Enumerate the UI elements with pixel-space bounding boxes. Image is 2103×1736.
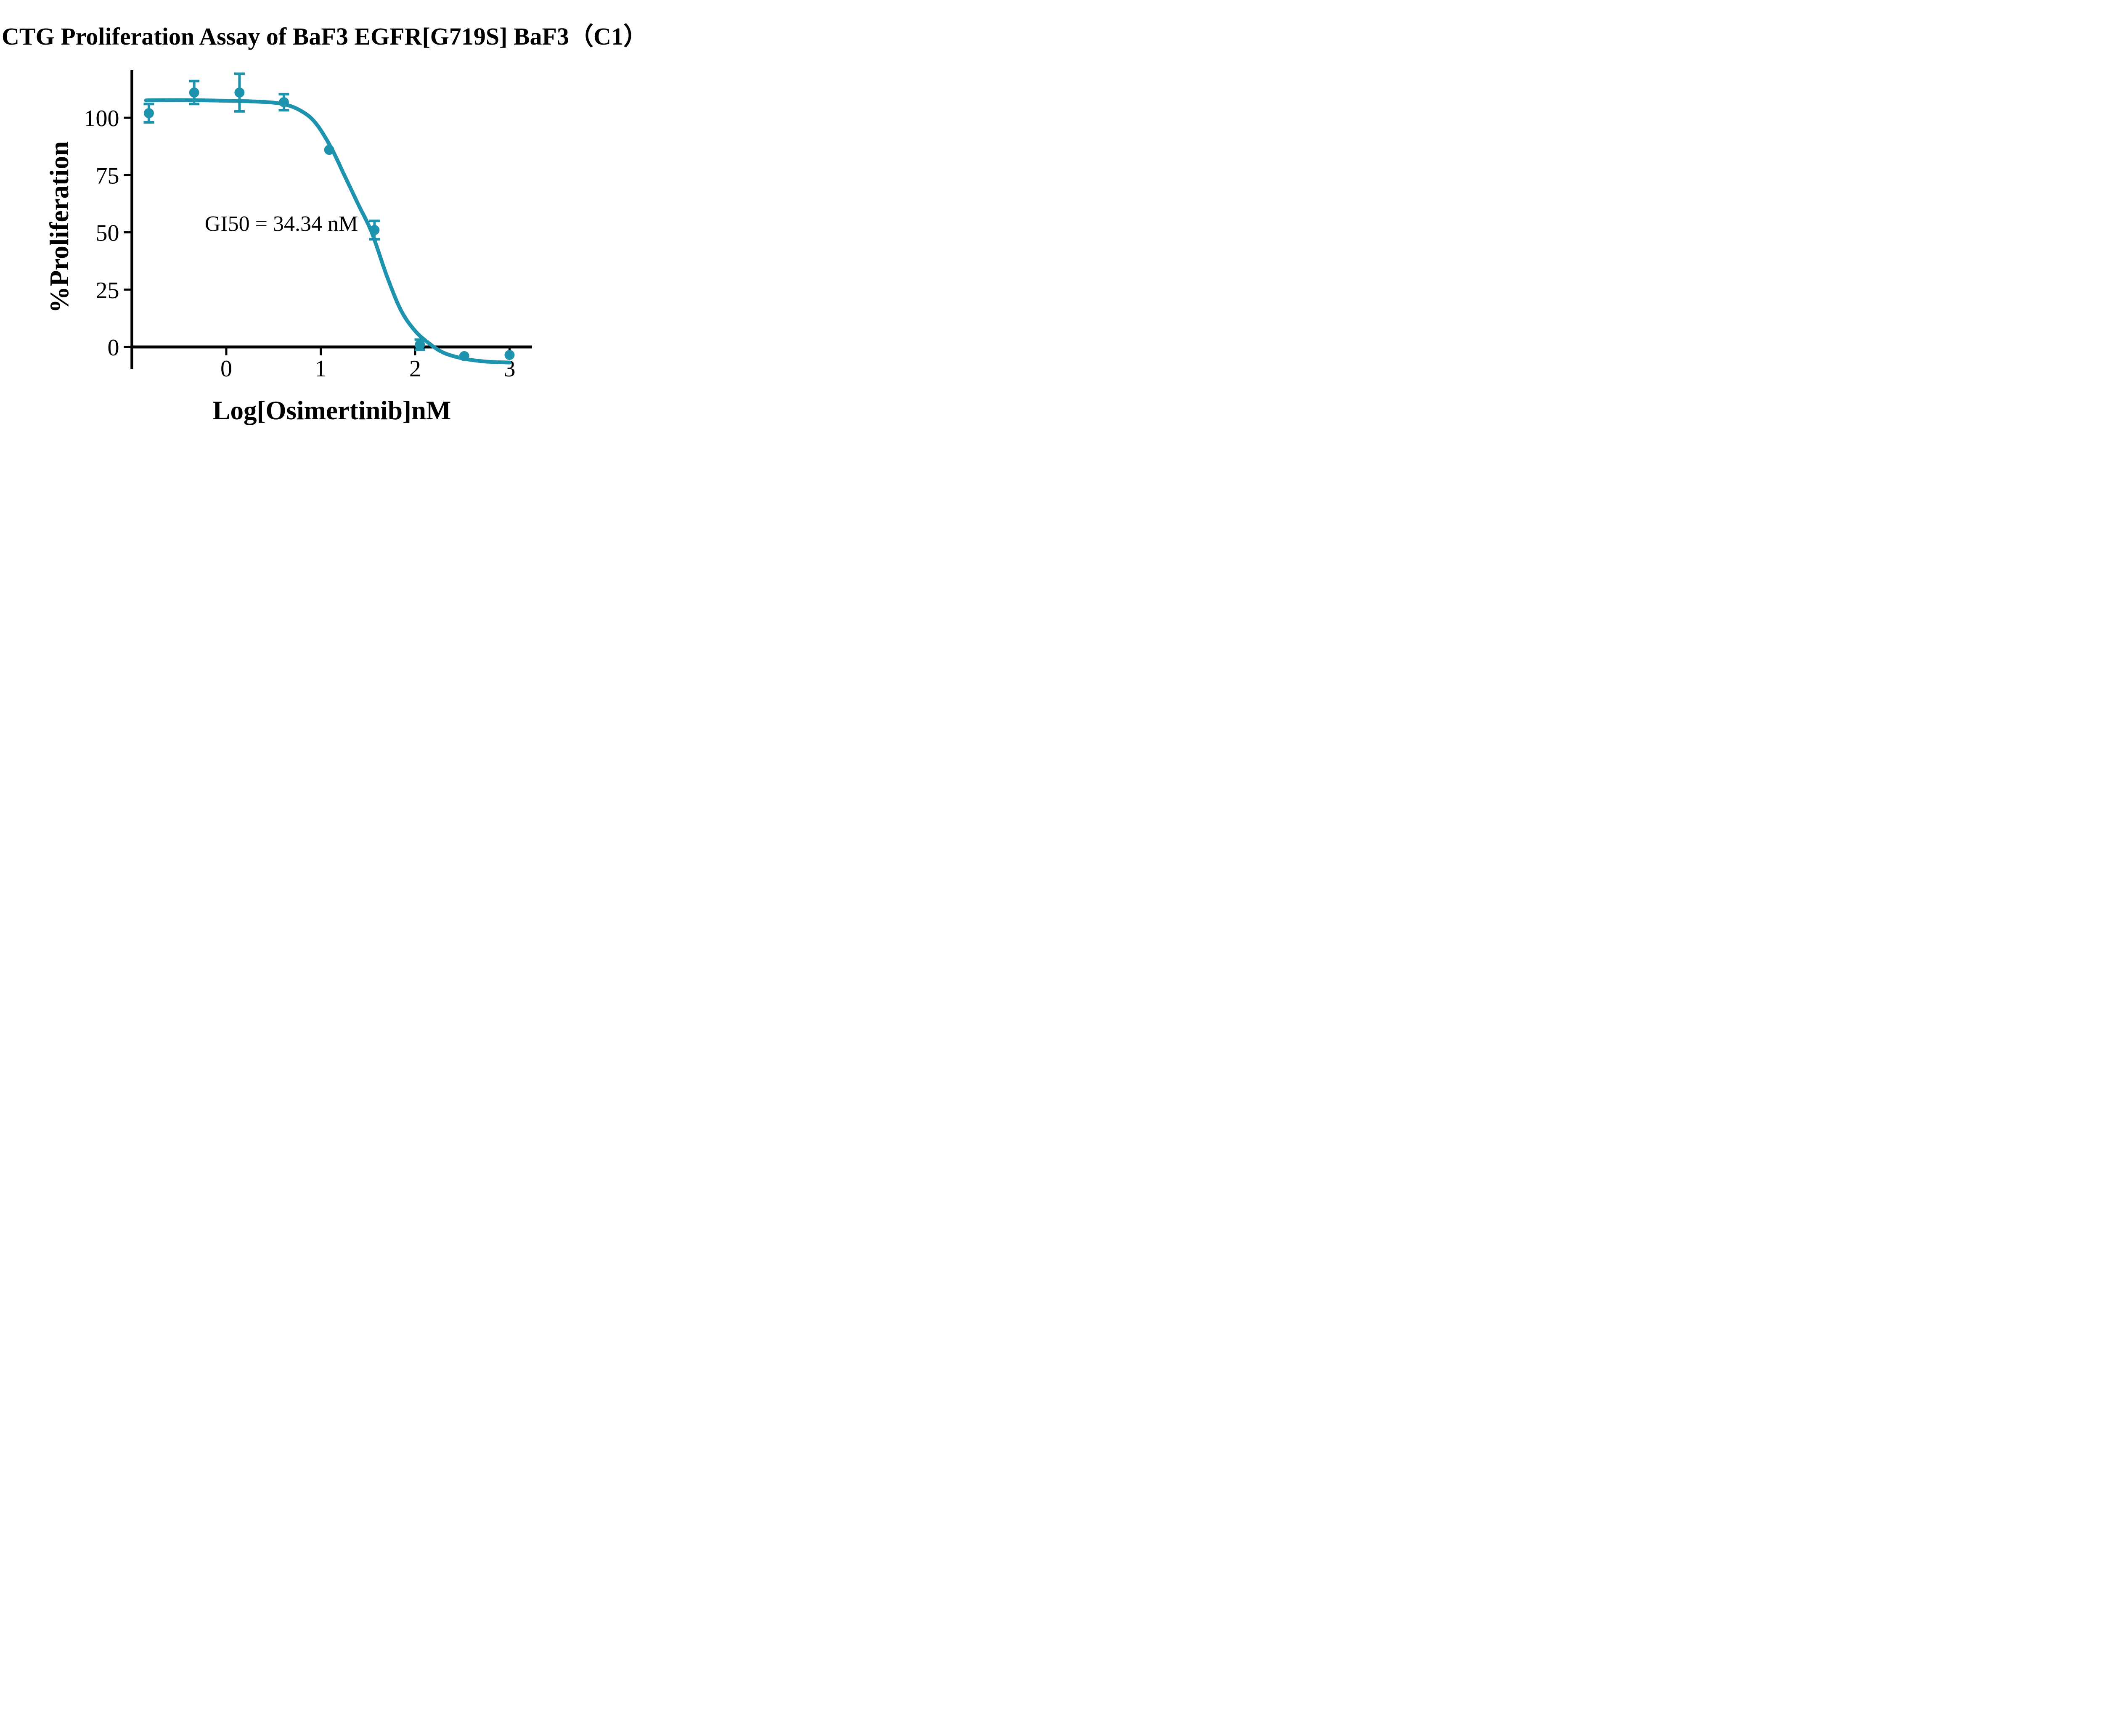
data-point: [369, 225, 380, 236]
chart-title: CTG Proliferation Assay of BaF3 EGFR[G71…: [2, 23, 648, 50]
data-point: [415, 339, 425, 350]
dose-response-curve: [144, 98, 511, 365]
data-point: [278, 97, 289, 107]
data-point: [234, 87, 245, 98]
x-tick-label: 2: [409, 356, 421, 382]
dose-response-chart: CTG Proliferation Assay of BaF3 EGFR[G71…: [2, 23, 648, 425]
proliferation-assay-figure: CTG Proliferation Assay of BaF3 EGFR[G71…: [0, 0, 658, 434]
data-point: [143, 108, 154, 119]
y-tick-label: 25: [96, 278, 119, 304]
fit-curve: [144, 98, 511, 365]
y-tick-label: 0: [108, 335, 119, 361]
data-point: [504, 350, 515, 360]
x-tick-label: 3: [504, 356, 516, 382]
x-tick-label: 0: [220, 356, 232, 382]
data-point: [189, 87, 199, 98]
tick-marks: [124, 116, 511, 355]
x-tick-label: 1: [315, 356, 327, 382]
axes: [130, 70, 532, 369]
x-axis-label: Log[Osimertinib]nM: [213, 396, 451, 425]
tick-labels: 0 25 50 75 100 0 1 2 3: [84, 106, 516, 382]
data-point: [459, 351, 469, 361]
gi50-annotation: GI50 = 34.34 nM: [205, 212, 358, 236]
data-points: [143, 87, 515, 361]
y-tick-label: 75: [96, 163, 119, 189]
data-point: [324, 145, 334, 155]
y-axis-label: %Proliferation: [45, 141, 74, 313]
y-tick-label: 50: [96, 220, 119, 246]
y-tick-label: 100: [84, 106, 119, 132]
